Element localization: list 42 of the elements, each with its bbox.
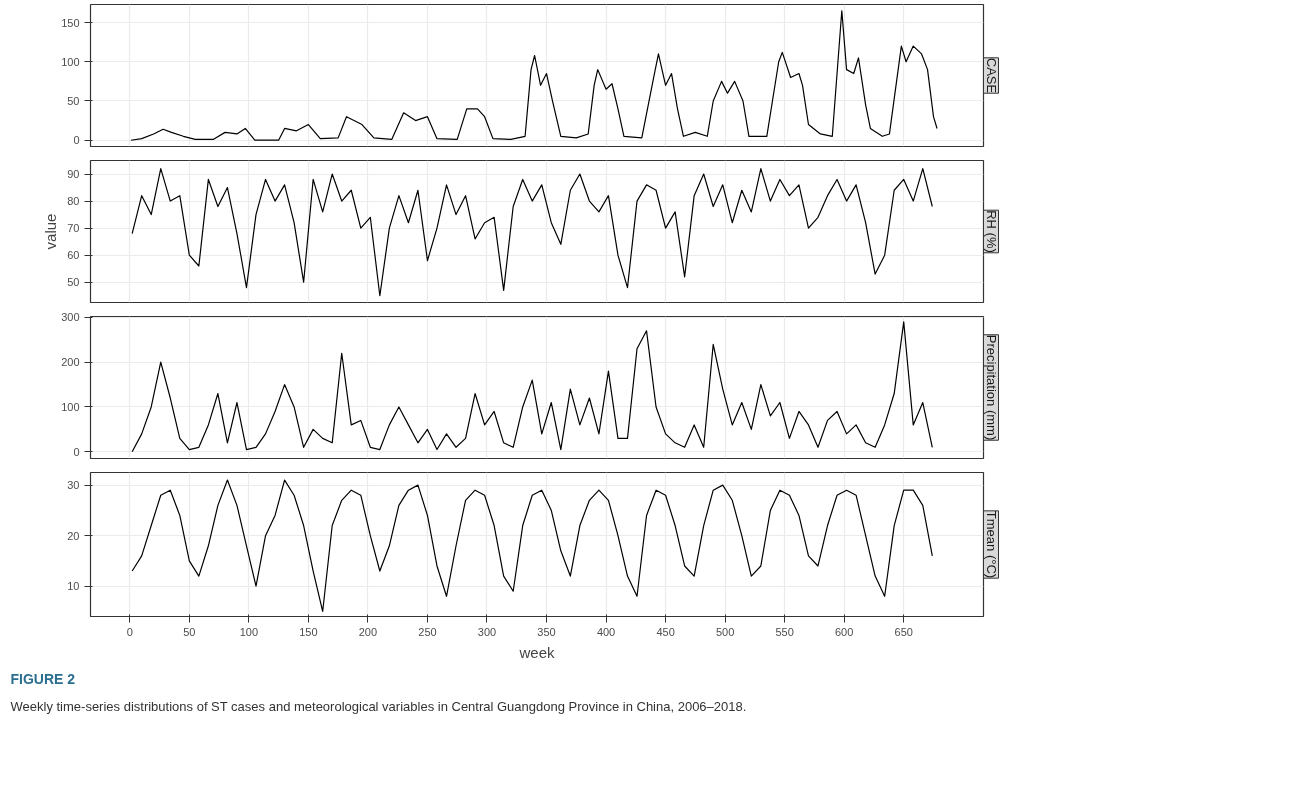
line-series xyxy=(131,168,933,297)
y-tick-label: 60 xyxy=(67,249,80,262)
text: RH (%) xyxy=(983,210,999,253)
line-series xyxy=(131,479,933,613)
x-tick-label: 500 xyxy=(715,625,735,638)
x-axis-title: week xyxy=(518,643,556,661)
x-tick-label: 150 xyxy=(299,625,318,638)
y-tick-label: 80 xyxy=(67,195,80,208)
x-tick-label: 400 xyxy=(596,625,616,638)
y-tick-label: 70 xyxy=(67,222,80,235)
y-tick-label: 0 xyxy=(73,134,80,147)
y-tick-label: 20 xyxy=(67,529,80,542)
text: Tmean (°C) xyxy=(983,510,999,579)
x-tick-label: 450 xyxy=(656,625,675,638)
y-tick-label: 30 xyxy=(67,479,80,492)
y-tick-label: 100 xyxy=(61,55,80,68)
y-tick-label: 300 xyxy=(61,311,80,324)
y-tick-label: 50 xyxy=(67,276,80,289)
y-tick-label: 50 xyxy=(67,95,80,107)
x-tick-label: 300 xyxy=(477,625,497,638)
text: Precipitation (mm) xyxy=(983,334,999,441)
y-tick-label: 90 xyxy=(67,168,80,181)
x-tick-label: 600 xyxy=(835,625,854,638)
x-tick-label: 350 xyxy=(537,625,556,638)
x-tick-label: 0 xyxy=(126,625,133,638)
x-tick-label: 650 xyxy=(894,625,913,638)
line-series xyxy=(130,10,938,141)
y-tick-label: 100 xyxy=(61,400,80,413)
y-tick-label: 0 xyxy=(73,445,80,458)
x-tick-label: 50 xyxy=(183,625,196,638)
caption: FIGURE 2 xyxy=(10,670,76,687)
text: Weekly time-series distributions of ST cases and meteorological variables in Central Guangdong Province in China, 2006–2018. xyxy=(10,698,747,714)
y-tick-label: 150 xyxy=(61,16,80,29)
line-series xyxy=(131,321,933,453)
text: CASE xyxy=(983,57,999,94)
y-tick-label: 200 xyxy=(61,356,80,369)
y-axis-title: value xyxy=(42,213,60,250)
y-tick-label: 10 xyxy=(67,580,80,593)
x-tick-label: 100 xyxy=(239,625,259,638)
x-tick-label: 550 xyxy=(775,625,794,638)
x-tick-label: 250 xyxy=(418,625,437,638)
x-tick-label: 200 xyxy=(358,625,378,638)
